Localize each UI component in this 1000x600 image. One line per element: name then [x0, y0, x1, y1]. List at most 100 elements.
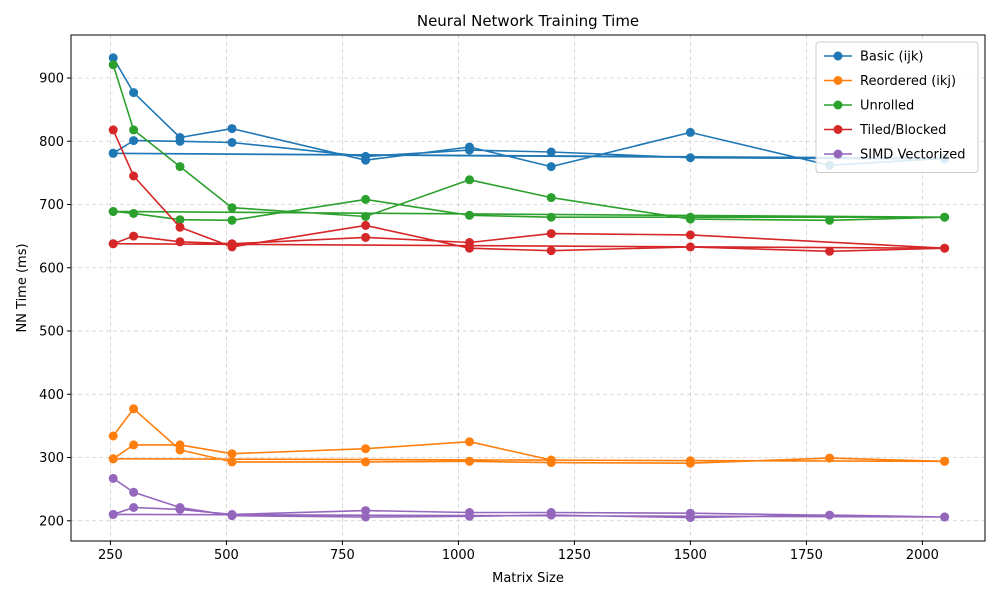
y-axis-label: NN Time (ms) — [15, 243, 30, 332]
legend-swatch-marker — [833, 51, 843, 61]
data-point-unrolled — [546, 212, 556, 222]
series-line-reordered-ikj — [112, 407, 946, 465]
legend-swatch-marker — [833, 125, 843, 134]
x-tick-label: 500 — [214, 548, 239, 563]
data-point-simd-vectorized — [685, 508, 695, 518]
data-point-simd-vectorized — [361, 512, 371, 522]
series-line-basic-ijk — [112, 57, 946, 168]
series-reordered-ikj — [108, 404, 950, 468]
data-point-simd-vectorized — [175, 504, 185, 514]
data-point-tiled-blocked — [175, 237, 185, 247]
data-point-unrolled — [129, 208, 139, 218]
data-point-reordered-ikj — [175, 440, 185, 450]
y-tick-label: 500 — [39, 325, 64, 340]
data-point-reordered-ikj — [227, 449, 237, 459]
legend-label: Reordered (ikj) — [860, 74, 956, 89]
data-point-unrolled — [546, 193, 556, 203]
data-point-tiled-blocked — [940, 243, 950, 253]
data-point-simd-vectorized — [108, 473, 118, 483]
data-point-unrolled — [940, 212, 950, 222]
data-point-basic-ijk — [465, 145, 474, 155]
data-point-tiled-blocked — [129, 231, 139, 241]
series-simd-vectorized — [108, 473, 950, 523]
legend-label: Tiled/Blocked — [859, 123, 946, 138]
legend-item-simd-vectorized: SIMD Vectorized — [824, 148, 966, 163]
data-point-tiled-blocked — [175, 222, 185, 232]
data-point-tiled-blocked — [129, 171, 139, 181]
y-tick-label: 300 — [39, 451, 64, 466]
y-tick-label: 600 — [39, 261, 64, 276]
data-point-reordered-ikj — [129, 404, 139, 414]
x-tick-label: 1000 — [442, 548, 475, 563]
series-line-simd-vectorized — [112, 477, 946, 519]
data-point-basic-ijk — [108, 53, 118, 63]
y-tick-label: 200 — [39, 514, 64, 529]
data-point-unrolled — [465, 210, 474, 220]
data-point-unrolled — [361, 194, 371, 204]
legend-item-basic-ijk: Basic (ijk) — [824, 50, 923, 65]
legend-label: Basic (ijk) — [860, 50, 923, 65]
data-point-basic-ijk — [546, 147, 556, 157]
data-point-simd-vectorized — [227, 509, 237, 519]
grid — [71, 35, 985, 541]
data-point-reordered-ikj — [108, 454, 118, 464]
plot-frame — [70, 34, 986, 542]
data-point-simd-vectorized — [940, 512, 950, 522]
data-point-simd-vectorized — [129, 487, 139, 497]
data-point-basic-ijk — [227, 138, 237, 147]
data-point-tiled-blocked — [361, 232, 371, 242]
data-point-tiled-blocked — [685, 230, 695, 240]
data-point-basic-ijk — [129, 88, 139, 98]
data-point-basic-ijk — [108, 148, 118, 158]
data-point-tiled-blocked — [227, 239, 237, 249]
legend-item-reordered-ikj: Reordered (ikj) — [824, 74, 956, 89]
data-point-reordered-ikj — [108, 431, 118, 441]
series-layer — [108, 53, 950, 523]
legend-label: SIMD Vectorized — [860, 148, 966, 163]
series-unrolled — [108, 60, 950, 225]
legend-label: Unrolled — [860, 99, 914, 114]
data-point-basic-ijk — [175, 136, 185, 146]
data-point-simd-vectorized — [129, 503, 139, 512]
data-point-tiled-blocked — [108, 125, 118, 135]
data-point-unrolled — [175, 162, 185, 172]
legend-frame — [815, 41, 979, 173]
data-point-unrolled — [685, 212, 695, 222]
data-point-reordered-ikj — [940, 456, 950, 466]
series-tiled-blocked — [108, 125, 950, 256]
data-point-simd-vectorized — [825, 510, 835, 520]
data-point-basic-ijk — [129, 136, 139, 146]
x-tick-label: 250 — [98, 548, 123, 563]
data-point-reordered-ikj — [546, 455, 556, 465]
y-tick-label: 900 — [39, 72, 64, 87]
data-point-simd-vectorized — [546, 508, 556, 517]
x-tick-label: 1250 — [558, 548, 591, 563]
data-point-tiled-blocked — [546, 246, 556, 256]
chart-title: Neural Network Training Time — [417, 12, 639, 30]
x-axis-label: Matrix Size — [492, 571, 564, 586]
series-line-unrolled — [112, 64, 946, 222]
x-tick-label: 2000 — [906, 548, 939, 563]
data-point-reordered-ikj — [227, 457, 237, 467]
x-tick-label: 750 — [330, 548, 355, 563]
data-point-basic-ijk — [361, 151, 371, 161]
legend: Basic (ijk) Reordered (ikj) Unrolled Tiled/… — [815, 41, 979, 173]
data-point-unrolled — [129, 125, 139, 135]
data-point-reordered-ikj — [361, 444, 371, 454]
data-point-reordered-ikj — [825, 453, 835, 463]
data-point-reordered-ikj — [685, 456, 695, 466]
y-tick-label: 800 — [39, 135, 64, 150]
data-point-unrolled — [825, 215, 835, 225]
data-point-simd-vectorized — [361, 506, 371, 516]
legend-item-unrolled: Unrolled — [824, 99, 914, 114]
data-point-basic-ijk — [227, 124, 237, 134]
series-line-tiled-blocked — [112, 129, 946, 253]
legend-swatch-marker — [833, 76, 843, 85]
data-point-reordered-ikj — [361, 457, 371, 467]
data-point-unrolled — [227, 203, 237, 213]
legend-swatch-marker — [833, 149, 843, 159]
data-point-unrolled — [465, 175, 474, 185]
y-axis: 200 300 400 500 600 700 800 900 — [39, 72, 71, 529]
y-tick-label: 700 — [39, 198, 64, 213]
data-point-reordered-ikj — [465, 456, 474, 466]
